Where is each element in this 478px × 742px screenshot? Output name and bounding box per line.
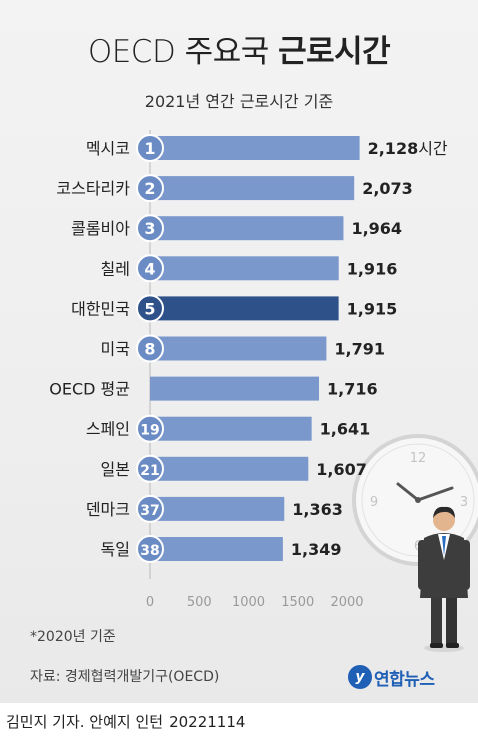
x-tick-label: 2000: [330, 595, 363, 610]
value-label: 1,716: [327, 380, 378, 399]
rank-label: 8: [144, 340, 155, 359]
bar: [150, 537, 283, 561]
category-label: 코스타리카: [56, 179, 130, 198]
rank-badge: [136, 174, 164, 203]
rank-label: 37: [140, 503, 159, 519]
rank-label: 1: [144, 139, 155, 158]
bar: [150, 296, 339, 321]
x-tick-label: 1500: [281, 595, 314, 610]
clock-icon: 12 3 6 9: [352, 434, 478, 566]
unit-label: 시간: [418, 139, 448, 158]
rank-label: 5: [144, 299, 155, 318]
category-label: 칠레: [101, 259, 130, 278]
value-label: 1,915: [347, 299, 398, 318]
chart-subtitle: 2021년 연간 근로시간 기준: [144, 92, 334, 111]
logo-icon: y: [348, 665, 372, 689]
rank-badge: [136, 414, 164, 443]
rank-badge: [136, 494, 164, 523]
clock-numeral-3: 3: [460, 495, 468, 510]
value-label: 1,916: [347, 259, 398, 278]
category-label: 미국: [101, 340, 130, 359]
bar: [150, 216, 344, 241]
category-label: 대한민국: [71, 299, 130, 318]
bar: [150, 176, 355, 201]
category-label: 일본: [101, 460, 130, 479]
category-label: 스페인: [86, 420, 130, 439]
bar: [150, 336, 327, 361]
title-light: OECD 주요국: [87, 34, 269, 70]
rank-badge: [136, 334, 164, 363]
source-note: 자료: 경제협력개발기구(OECD): [30, 669, 220, 685]
bar: [150, 456, 309, 481]
category-label: OECD 평균: [49, 380, 130, 399]
businessman-icon: [418, 506, 470, 652]
category-label: 독일: [101, 540, 130, 559]
rank-label: 4: [144, 259, 155, 278]
title-bold: 근로시간: [278, 34, 391, 70]
rank-label: 2: [144, 179, 155, 198]
yonhap-logo: y 연합뉴스: [348, 664, 435, 690]
x-tick-label: 1000: [232, 595, 265, 610]
bar: [150, 256, 339, 281]
rank-badge: [136, 214, 164, 243]
bar: [150, 496, 285, 521]
rank-badge: [136, 294, 164, 323]
rank-badge: [136, 454, 164, 483]
value-label: 2,073: [362, 179, 413, 198]
value-label: 1,349: [291, 540, 342, 559]
value-label: 1,363: [292, 500, 343, 519]
rank-label: 19: [140, 423, 159, 439]
clock-numeral-12: 12: [410, 451, 427, 466]
byline: 김민지 기자. 안예지 인턴: [6, 713, 164, 731]
x-tick-label: 500: [187, 595, 212, 610]
rank-label: 21: [140, 463, 159, 479]
credit-date: 20221114: [169, 713, 246, 731]
rank-badge: [136, 535, 164, 563]
rank-label: 3: [144, 219, 155, 238]
category-label: 멕시코: [86, 139, 130, 158]
rank-badge: [136, 254, 164, 283]
bar: [150, 136, 360, 160]
logo-text: 연합뉴스: [374, 669, 435, 690]
category-label: 덴마크: [86, 500, 130, 519]
chart-title: OECD 주요국 근로시간: [0, 26, 478, 71]
value-label: 1,791: [334, 340, 385, 359]
credit-line: 김민지 기자. 안예지 인턴 20221114: [6, 711, 245, 732]
clock-numeral-9: 9: [370, 495, 378, 510]
bar: [150, 416, 312, 441]
category-label: 콜롬비아: [71, 219, 130, 238]
clock-illustration: 12 3 6 9: [352, 434, 478, 652]
x-tick-label: 0: [146, 595, 154, 610]
value-label: 1,964: [351, 219, 402, 238]
rank-label: 38: [140, 543, 159, 559]
rank-badge: [136, 134, 164, 162]
value-label: 2,128시간: [368, 139, 448, 158]
footnote: *2020년 기준: [30, 629, 116, 645]
value-label: 1,607: [316, 460, 367, 479]
bar: [150, 376, 320, 401]
value-label: 1,641: [320, 420, 371, 439]
